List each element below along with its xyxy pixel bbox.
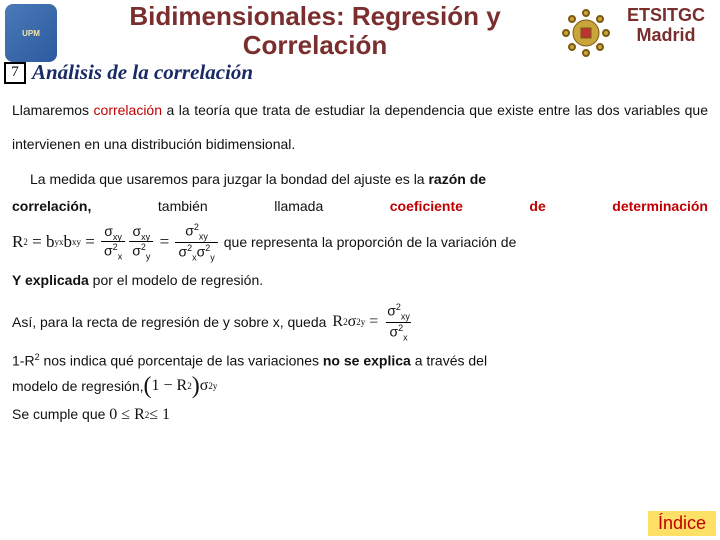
- frac-1: σxy σ2x: [101, 223, 125, 262]
- text: correlación,: [12, 198, 91, 214]
- slide-title: Bidimensionales: Regresión y Correlación: [90, 2, 540, 59]
- text: Así, para la recta de regresión de y sob…: [12, 314, 326, 330]
- paragraph-inequality: Se cumple que 0 ≤ R2 ≤ 1: [12, 406, 708, 424]
- text: modelo de regresión,: [12, 378, 144, 394]
- paragraph-1mr2-a: 1-R2 nos indica qué porcentaje de las va…: [12, 352, 708, 369]
- paragraph-1mr2-b: modelo de regresión, (1 − R2)σ2y: [12, 377, 708, 396]
- sym: R: [12, 232, 23, 252]
- frac-3: σ2xy σ2xσ2y: [175, 222, 217, 262]
- text: por el modelo de regresión.: [89, 272, 263, 288]
- sym: ≤ 1: [149, 406, 170, 424]
- text: de: [529, 198, 545, 214]
- upm-crest-icon: [5, 4, 57, 62]
- frac-4: σ2xy σ2x: [384, 302, 413, 342]
- paragraph-y-explicada: Y explicada por el modelo de regresión.: [12, 272, 708, 288]
- formula-1mr2: (1 − R2)σ2y: [144, 377, 218, 396]
- section-heading: 7 Análisis de la correlación: [4, 60, 253, 85]
- org-line-1: ETSITGC: [627, 5, 705, 25]
- text: que representa la proporción de la varia…: [224, 234, 517, 250]
- term-determ: determinación: [612, 198, 708, 214]
- section-title: Análisis de la correlación: [32, 60, 253, 85]
- slide-body: Llamaremos correlación a la teoría que t…: [12, 94, 708, 432]
- org-line-2: Madrid: [636, 25, 695, 45]
- title-line-1: Bidimensionales: Regresión y: [129, 1, 500, 31]
- text: nos indica qué porcentaje de las variaci…: [40, 353, 323, 369]
- text: Llamaremos: [12, 102, 94, 118]
- eq: =: [155, 232, 173, 252]
- text: Se cumple que: [12, 406, 109, 422]
- slide-header: Bidimensionales: Regresión y Correlación…: [0, 0, 720, 82]
- text: también: [158, 198, 208, 214]
- org-label: ETSITGC Madrid: [618, 6, 714, 46]
- text: 1-R: [12, 353, 35, 369]
- sym: b: [46, 232, 55, 252]
- section-number-box: 7: [4, 62, 26, 84]
- text: Y explicada: [12, 272, 89, 288]
- term-no-explica: no se explica: [323, 353, 411, 369]
- term-coef: coeficiente: [390, 198, 463, 214]
- r2-sigmay: R2σ2y =: [332, 313, 382, 331]
- formula-ineq: 0 ≤ R2 ≤ 1: [109, 406, 170, 424]
- formula-r2-definition: R2 = byxbxy = σxy σ2x σxy σ2y = σ2xy σ2x…: [12, 222, 708, 262]
- paragraph-razon: La medida que usaremos para juzgar la bo…: [12, 169, 708, 190]
- text: a través del: [411, 353, 487, 369]
- index-label: Índice: [658, 513, 706, 533]
- paragraph-razon-row2: correlación, también llamada coeficiente…: [12, 198, 708, 214]
- term-razon: razón de: [428, 171, 486, 187]
- paragraph-correlacion-def: Llamaremos correlación a la teoría que t…: [12, 94, 708, 161]
- title-line-2: Correlación: [243, 30, 388, 60]
- formula-recta-regresion: Así, para la recta de regresión de y sob…: [12, 302, 708, 342]
- frac-2: σxy σ2y: [129, 223, 153, 262]
- lhs: R2 = byxbxy =: [12, 232, 99, 252]
- index-button[interactable]: Índice: [648, 511, 716, 536]
- sym: 0 ≤ R: [109, 406, 144, 424]
- term-correlacion: correlación: [94, 102, 162, 118]
- sym: b: [63, 232, 72, 252]
- text: llamada: [274, 198, 323, 214]
- school-crest-icon: [560, 4, 612, 62]
- text: La medida que usaremos para juzgar la bo…: [30, 171, 428, 187]
